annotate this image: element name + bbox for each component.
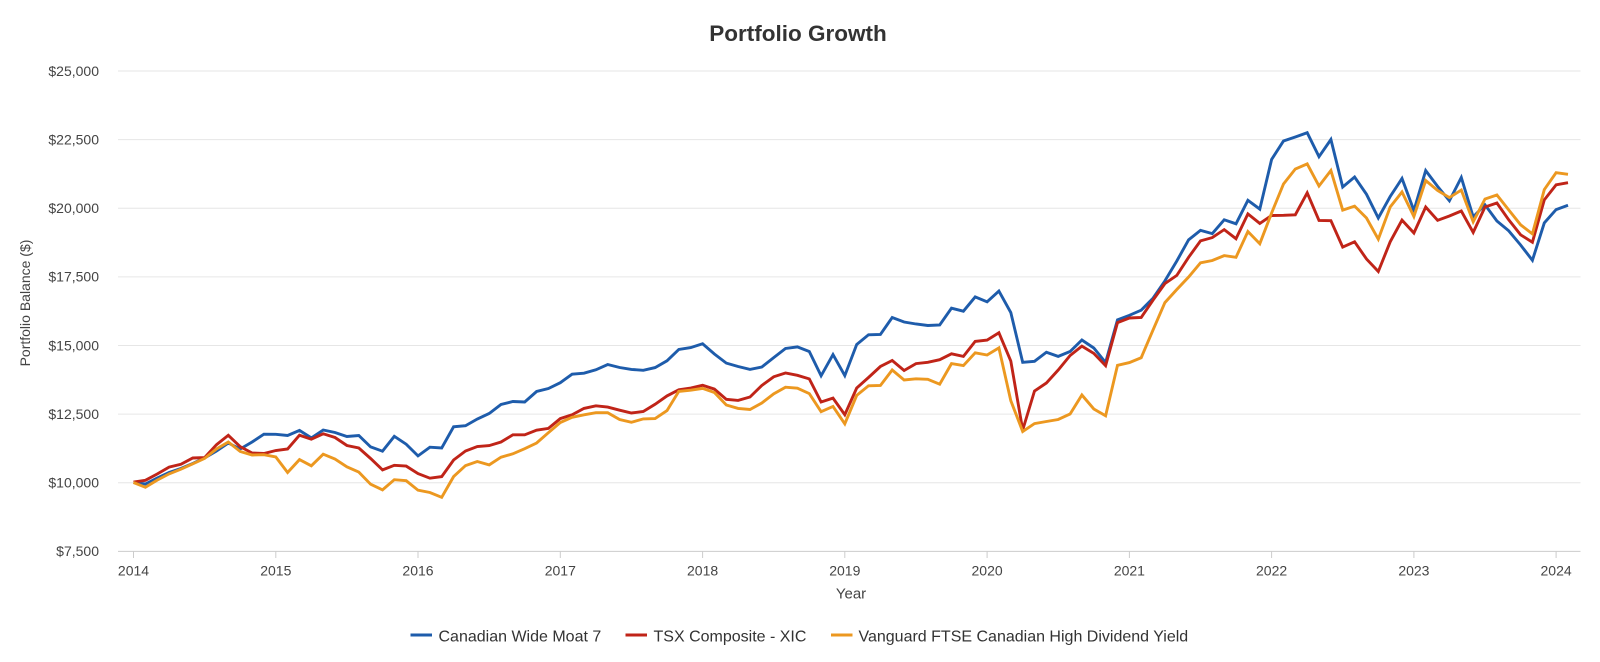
svg-text:2017: 2017 bbox=[545, 563, 576, 579]
svg-text:Vanguard FTSE Canadian High Di: Vanguard FTSE Canadian High Dividend Yie… bbox=[859, 629, 1189, 646]
svg-text:Portfolio Growth: Portfolio Growth bbox=[709, 21, 886, 46]
svg-text:2021: 2021 bbox=[1114, 563, 1145, 579]
svg-text:2022: 2022 bbox=[1256, 563, 1287, 579]
svg-text:$17,500: $17,500 bbox=[48, 269, 99, 285]
svg-text:2019: 2019 bbox=[829, 563, 860, 579]
svg-text:$12,500: $12,500 bbox=[48, 406, 99, 422]
svg-text:2020: 2020 bbox=[972, 563, 1003, 579]
svg-text:$10,000: $10,000 bbox=[48, 475, 99, 491]
svg-text:2016: 2016 bbox=[402, 563, 433, 579]
svg-text:$7,500: $7,500 bbox=[56, 543, 99, 559]
svg-text:$22,500: $22,500 bbox=[48, 131, 99, 147]
svg-text:2023: 2023 bbox=[1398, 563, 1429, 579]
svg-text:Portfolio Balance ($): Portfolio Balance ($) bbox=[17, 240, 33, 367]
svg-text:2018: 2018 bbox=[687, 563, 718, 579]
svg-text:2024: 2024 bbox=[1541, 563, 1572, 579]
svg-text:$15,000: $15,000 bbox=[48, 337, 99, 353]
svg-text:$20,000: $20,000 bbox=[48, 200, 99, 216]
svg-text:2015: 2015 bbox=[260, 563, 291, 579]
svg-text:Year: Year bbox=[836, 586, 866, 603]
svg-text:TSX Composite - XIC: TSX Composite - XIC bbox=[654, 629, 807, 646]
svg-text:2014: 2014 bbox=[118, 563, 149, 579]
svg-text:Canadian Wide Moat 7: Canadian Wide Moat 7 bbox=[439, 629, 602, 646]
svg-text:$25,000: $25,000 bbox=[48, 63, 99, 79]
